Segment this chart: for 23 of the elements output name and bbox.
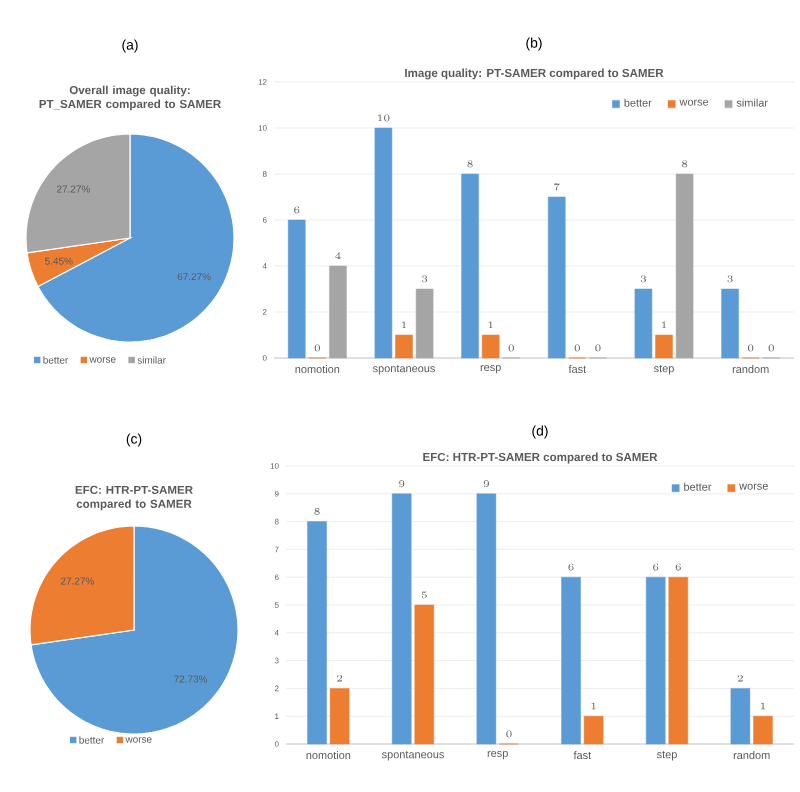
bar [481, 334, 500, 359]
bar [374, 127, 393, 359]
bar [476, 493, 497, 745]
bar [721, 288, 739, 359]
bar [645, 576, 666, 745]
bar [307, 521, 327, 745]
bar [730, 688, 751, 745]
bar [583, 715, 604, 745]
bar [329, 265, 347, 359]
bar [561, 576, 581, 745]
bar [414, 604, 435, 745]
bar [415, 288, 434, 359]
bar [753, 715, 773, 745]
bar [668, 576, 689, 745]
bar [675, 173, 694, 359]
bar [395, 334, 413, 359]
bar [634, 288, 653, 359]
bar [391, 493, 412, 745]
bar [329, 688, 350, 745]
bar [287, 219, 306, 359]
bar [655, 334, 673, 359]
bar [547, 196, 566, 359]
bar [461, 173, 479, 359]
